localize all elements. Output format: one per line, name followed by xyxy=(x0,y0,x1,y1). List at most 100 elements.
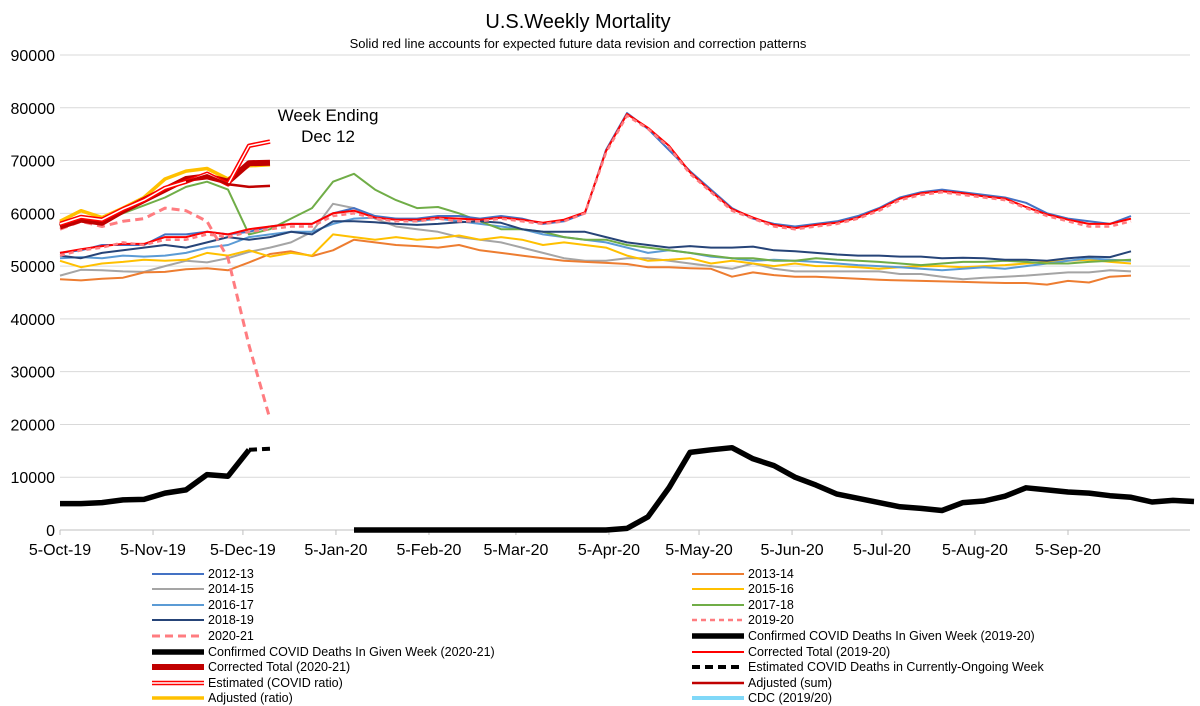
legend-swatch xyxy=(690,646,746,658)
y-axis: 0 10000 20000 30000 40000 50000 60000 70000 8000… xyxy=(11,48,56,540)
legend-item: 2013-14 xyxy=(690,566,794,581)
series-2018-19-line xyxy=(59,220,1132,262)
series-2014-15-line xyxy=(59,202,1132,281)
legend-item: Confirmed COVID Deaths In Given Week (20… xyxy=(150,644,495,659)
x-tick-label: 5-Mar-20 xyxy=(483,542,548,559)
legend-swatch xyxy=(150,599,206,611)
legend-swatch xyxy=(150,568,206,580)
y-tick-label: 70000 xyxy=(11,154,56,171)
legend-label: 2012-13 xyxy=(208,566,254,581)
legend-item: 2012-13 xyxy=(150,566,254,581)
series-confirmed-covid-deaths-in-given-week-2020-21-line xyxy=(60,448,252,507)
series-layer xyxy=(59,112,1195,533)
series-2013-14-line xyxy=(59,238,1132,286)
legend-item: 2015-16 xyxy=(690,582,794,597)
series-corrected-total-2019-20-line xyxy=(59,113,1132,254)
legend-label: Adjusted (ratio) xyxy=(208,691,293,706)
legend-label: Corrected Total (2019-20) xyxy=(748,644,891,659)
chart-title: U.S.Weekly Mortality xyxy=(485,11,670,33)
legend-label: Estimated (COVID ratio) xyxy=(208,675,343,690)
legend-item: Corrected Total (2020-21) xyxy=(150,660,350,675)
series-2016-17-line xyxy=(59,216,1132,272)
x-tick-label: 5-Jul-20 xyxy=(853,542,911,559)
chart-subtitle: Solid red line accounts for expected fut… xyxy=(350,36,807,51)
x-tick-label: 5-Nov-19 xyxy=(120,542,186,559)
legend-label: 2014-15 xyxy=(208,582,254,597)
x-axis: 5-Oct-19 5-Nov-19 5-Dec-19 5-Jan-20 5-Feb-20… xyxy=(29,529,1190,559)
legend-swatch xyxy=(690,692,746,704)
legend-item: Estimated (COVID ratio) xyxy=(150,675,343,690)
legend-label: 2019-20 xyxy=(748,613,794,628)
y-tick-label: 50000 xyxy=(11,259,56,276)
legend-swatch xyxy=(150,661,206,673)
legend-swatch xyxy=(690,568,746,580)
y-tick-label: 90000 xyxy=(11,48,56,65)
week-ending-annotation: Week Ending Dec 12 xyxy=(278,106,379,146)
series-2015-16-line xyxy=(59,233,1132,270)
legend-label: 2013-14 xyxy=(748,566,794,581)
legend-item: 2017-18 xyxy=(690,597,794,612)
legend-label: 2020-21 xyxy=(208,628,254,643)
legend-item: CDC (2019/20) xyxy=(690,691,832,706)
legend-swatch xyxy=(150,677,206,689)
x-tick-label: 5-Apr-20 xyxy=(578,542,640,559)
y-tick-label: 20000 xyxy=(11,417,56,434)
legend-label: Estimated COVID Deaths in Currently-Ongo… xyxy=(748,660,1044,675)
legend-label: 2017-18 xyxy=(748,597,794,612)
legend-label: Corrected Total (2020-21) xyxy=(208,660,351,675)
legend-swatch xyxy=(150,583,206,595)
legend-item: 2020-21 xyxy=(150,628,254,643)
annotation-line: Week Ending xyxy=(278,106,379,125)
legend-label: Confirmed COVID Deaths In Given Week (20… xyxy=(748,628,1035,643)
legend-item: Estimated COVID Deaths in Currently-Ongo… xyxy=(690,660,1044,675)
y-tick-label: 30000 xyxy=(11,365,56,382)
legend-swatch xyxy=(150,692,206,704)
series-2020-21-line xyxy=(59,206,272,420)
annotation-line: Dec 12 xyxy=(301,127,355,146)
y-tick-label: 80000 xyxy=(11,101,56,118)
legend-swatch xyxy=(690,677,746,689)
legend-label: 2015-16 xyxy=(748,582,794,597)
series-2019-20-line xyxy=(59,114,1132,257)
legend-item: 2014-15 xyxy=(150,582,254,597)
legend-swatch xyxy=(690,614,746,626)
legend-item: Confirmed COVID Deaths In Given Week (20… xyxy=(690,628,1035,643)
legend-label: CDC (2019/20) xyxy=(748,691,833,706)
legend-swatch xyxy=(150,630,206,642)
legend-item: 2019-20 xyxy=(690,613,794,628)
x-tick-label: 5-Aug-20 xyxy=(942,542,1008,559)
x-tick-label: 5-May-20 xyxy=(665,542,733,559)
x-tick-label: 5-Dec-19 xyxy=(210,542,276,559)
y-tick-label: 10000 xyxy=(11,470,56,487)
x-tick-label: 5-Jun-20 xyxy=(760,542,823,559)
x-tick-label: 5-Sep-20 xyxy=(1035,542,1101,559)
legend-swatch xyxy=(690,661,746,673)
legend-item: Adjusted (ratio) xyxy=(150,691,293,706)
series-adjusted-sum-line xyxy=(185,174,271,189)
legend-label: 2018-19 xyxy=(208,613,254,628)
series-estimated-covid-deaths-in-currently-ongoing-week-line xyxy=(248,446,271,452)
series-2017-18-line xyxy=(59,172,1132,267)
y-tick-label: 40000 xyxy=(11,312,56,329)
legend-item: Adjusted (sum) xyxy=(690,675,832,690)
series-estimated-covid-ratio-inner xyxy=(59,140,271,225)
legend-label: Confirmed COVID Deaths In Given Week (20… xyxy=(208,644,495,659)
x-tick-label: 5-Feb-20 xyxy=(397,542,462,559)
legend-item: 2018-19 xyxy=(150,613,254,628)
legend-label: Adjusted (sum) xyxy=(748,675,833,690)
legend-swatch xyxy=(690,630,746,642)
legend-swatch xyxy=(690,599,746,611)
series-confirmed-covid-deaths-in-given-week-2019-20-line xyxy=(354,444,1195,533)
legend-swatch xyxy=(690,583,746,595)
legend-item: 2016-17 xyxy=(150,597,254,612)
gridlines xyxy=(60,54,1190,531)
legend-item: Corrected Total (2019-20) xyxy=(690,644,890,659)
legend-label: 2016-17 xyxy=(208,597,254,612)
legend-swatch xyxy=(150,614,206,626)
legend-swatch xyxy=(150,646,206,658)
y-tick-label: 60000 xyxy=(11,206,56,223)
x-tick-label: 5-Oct-19 xyxy=(29,542,91,559)
y-tick-label: 0 xyxy=(46,523,55,540)
x-tick-label: 5-Jan-20 xyxy=(304,542,367,559)
